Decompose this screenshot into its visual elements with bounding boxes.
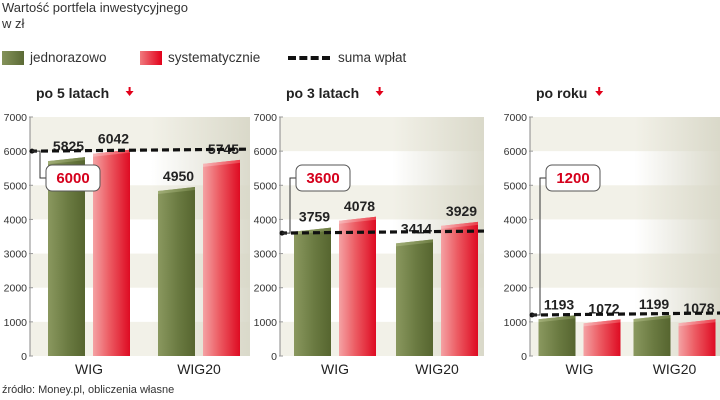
legend-item-systematycznie: systematycznie	[140, 50, 260, 65]
callout-leader	[32, 150, 46, 179]
y-tick-label: 6000	[4, 146, 28, 158]
y-tick-label: 7000	[254, 112, 278, 124]
x-category-label: WIG20	[653, 361, 697, 377]
bar-value-label: 1199	[639, 296, 670, 312]
y-tick-label: 3000	[4, 249, 28, 261]
bar-highlight	[538, 315, 576, 323]
x-category-label: WIG	[321, 361, 349, 377]
y-tick-label: 4000	[254, 214, 278, 226]
y-tick-label: 4000	[504, 214, 528, 226]
arrow-down-icon	[595, 87, 604, 96]
callout-leader	[532, 177, 546, 316]
callout-box	[545, 164, 601, 192]
y-tick-label: 7000	[4, 112, 28, 124]
bar-systematycznie	[203, 159, 240, 356]
y-tick-label: 6000	[504, 146, 528, 158]
bar-jednorazowo	[633, 315, 671, 356]
title-line-2: w zł	[2, 16, 25, 31]
legend-swatch-red	[140, 50, 162, 65]
y-tick-label: 7000	[504, 112, 528, 124]
bar-highlight	[339, 216, 376, 224]
bar-value-label: 4950	[163, 168, 194, 184]
y-tick-label: 1000	[254, 317, 278, 329]
y-tick-label: 1000	[504, 317, 528, 329]
bar-highlight	[678, 319, 716, 327]
panel-title: po roku	[536, 85, 587, 101]
bar-systematycznie	[678, 319, 716, 356]
y-tick-label: 4000	[4, 214, 28, 226]
legend-label-suma-wplat: suma wpłat	[338, 50, 407, 65]
chart-panel-1: po 5 latach 0 1000 2000 3000 4000 5000 6000 7000…	[4, 85, 251, 377]
bar-jednorazowo	[396, 239, 433, 356]
bar-systematycznie	[583, 319, 621, 356]
callout-value: 1200	[556, 170, 589, 187]
legend-swatch-dashed-line	[288, 55, 330, 60]
callout-value: 6000	[56, 170, 89, 187]
bar-systematycznie	[441, 221, 478, 356]
legend-label-jednorazowo: jednorazowo	[30, 50, 107, 65]
x-category-label: WIG20	[177, 361, 221, 377]
callout-box	[45, 164, 101, 192]
bar-highlight	[158, 186, 195, 194]
legend-label-systematycznie: systematycznie	[168, 50, 261, 65]
legend-swatch-green	[2, 50, 24, 65]
bar-value-label: 3759	[299, 209, 330, 225]
y-tick-label: 0	[271, 351, 277, 363]
callout-box	[295, 164, 351, 192]
arrow-down-icon	[375, 87, 384, 96]
y-tick-label: 1000	[4, 317, 28, 329]
bar-systematycznie	[339, 216, 376, 356]
bar-systematycznie	[93, 149, 130, 356]
bar-highlight	[396, 239, 433, 247]
y-tick-label: 5000	[504, 180, 528, 192]
bar-value-label: 1072	[588, 300, 619, 316]
legend-item-suma-wplat: suma wpłat	[288, 50, 406, 65]
y-tick-label: 0	[521, 351, 527, 363]
y-tick-label: 5000	[4, 180, 28, 192]
reference-line-suma-wplat	[279, 229, 485, 235]
x-category-label: WIG	[75, 361, 103, 377]
bar-jednorazowo	[48, 157, 85, 356]
x-category-label: WIG	[566, 361, 594, 377]
y-tick-label: 6000	[254, 146, 278, 158]
y-tick-label: 2000	[254, 283, 278, 295]
y-tick-label: 3000	[504, 249, 528, 261]
bar-highlight	[441, 221, 478, 229]
title-line-1: Wartość portfela inwestycyjnego	[2, 0, 188, 15]
source-note: źródło: Money.pl, obliczenia własne	[2, 384, 175, 396]
y-tick-label: 5000	[254, 180, 278, 192]
x-category-label: WIG20	[415, 361, 459, 377]
bar-value-label: 3929	[446, 203, 477, 219]
chart-panel-3: po roku 0 1000 2000 3000 4000 5000 6000 7000 1193…	[504, 85, 720, 377]
arrow-down-icon	[125, 87, 134, 96]
callout-leader	[282, 177, 296, 234]
bar-jednorazowo	[538, 315, 576, 356]
bar-jednorazowo	[294, 227, 331, 356]
bar-highlight	[48, 157, 85, 165]
y-tick-label: 2000	[4, 283, 28, 295]
bar-highlight	[203, 159, 240, 167]
reference-line-suma-wplat	[529, 311, 720, 317]
bar-value-label: 3414	[401, 220, 432, 236]
panel-shade	[634, 117, 720, 356]
y-tick-label: 3000	[254, 249, 278, 261]
legend-item-jednorazowo: jednorazowo	[2, 50, 107, 65]
bar-jednorazowo	[158, 186, 195, 356]
reference-line-suma-wplat	[29, 147, 251, 153]
bar-highlight	[633, 315, 671, 323]
panel-title: po 5 latach	[36, 85, 109, 101]
bar-value-label: 4078	[344, 198, 375, 214]
y-tick-label: 0	[21, 351, 27, 363]
bar-highlight	[583, 319, 621, 327]
panel-title: po 3 latach	[286, 85, 359, 101]
chart-title: Wartość portfela inwestycyjnego w zł	[2, 0, 188, 32]
callout-value: 3600	[306, 170, 339, 187]
y-tick-label: 2000	[504, 283, 528, 295]
chart-panel-2: po 3 latach 0 1000 2000 3000 4000 5000 6000 7000…	[254, 85, 485, 377]
bar-value-label: 6042	[98, 131, 129, 147]
legend: jednorazowo systematycznie suma wpłat	[0, 50, 720, 70]
bar-value-label: 1193	[544, 296, 575, 312]
